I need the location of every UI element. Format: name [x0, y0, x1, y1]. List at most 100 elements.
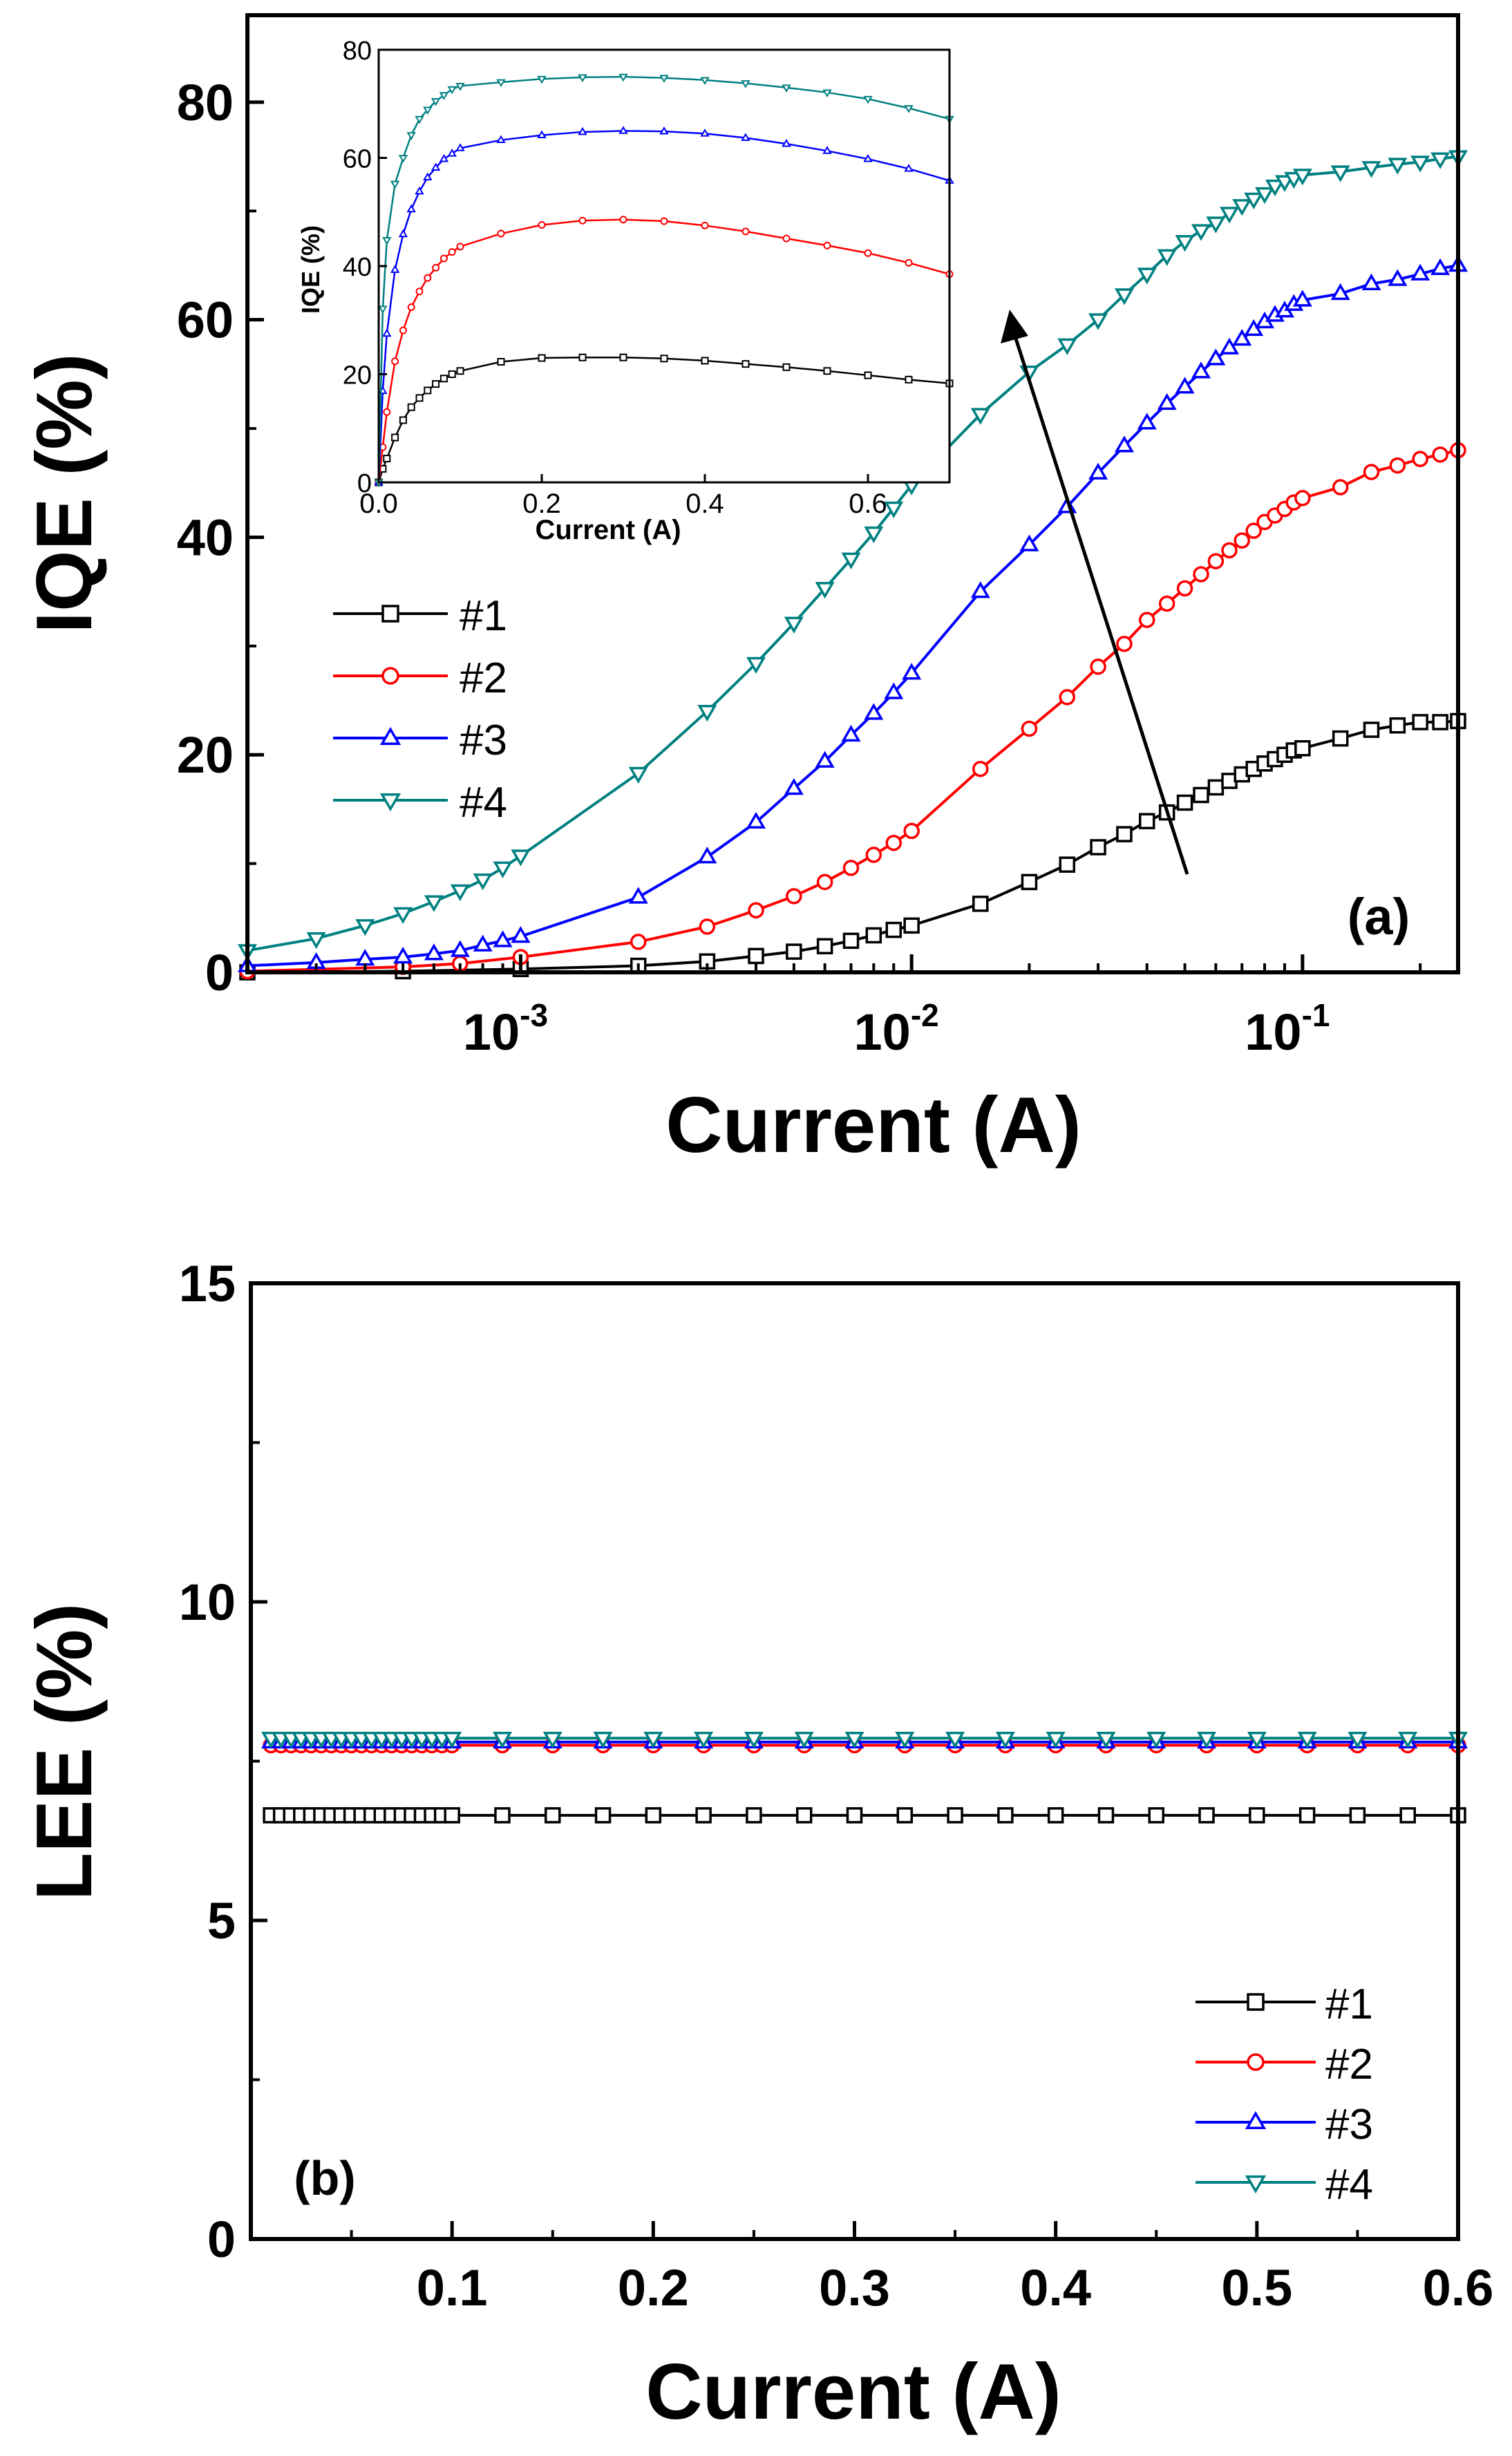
panel-a-series-3-point	[1137, 413, 1157, 430]
panel-a-series-3-point	[493, 930, 513, 947]
panel-b-series-4-point	[1046, 1732, 1066, 1749]
inset-series-2-point	[448, 248, 456, 256]
inset-x-tick-label: 0.4	[686, 489, 724, 519]
inset-y-axis-title: IQE (%)	[296, 225, 325, 314]
panel-a-series-4-point	[1330, 165, 1350, 182]
panel-a-series-4-point	[1114, 288, 1134, 305]
panel-b-series-1-point	[645, 1807, 662, 1824]
panel-b-x-tick-label: 0.4	[1020, 2259, 1091, 2316]
panel-a-series-4-point	[628, 766, 648, 784]
panel-a-x-ticks: 10-3 10-2 10-1	[246, 954, 1422, 1061]
panel-b-x-axis-title: Current (A)	[645, 2348, 1061, 2436]
panel-a-x-tick-label: 10-3	[463, 997, 548, 1061]
inset-series-3-point	[390, 265, 400, 273]
inset-series-1-point	[432, 380, 440, 388]
legend-label: #2	[1325, 2041, 1373, 2088]
inset-series-1-point	[391, 433, 399, 442]
panel-a-series-4-point	[473, 873, 493, 891]
panel-b-series-4-point	[1348, 1732, 1368, 1749]
panel-a-series-2-point	[972, 760, 989, 777]
inset-series-2-point	[619, 216, 627, 224]
panel-b-series-1-point	[846, 1807, 863, 1824]
inset-series-1-point	[440, 375, 448, 383]
panel-a-series-2-point	[865, 847, 882, 863]
panel-b-series-4-point	[492, 1732, 512, 1749]
tick-exponent: -3	[520, 997, 548, 1033]
inset-chart: 0 20 40 60 80 0.0 0.2 0.4 0.6 Current (A) IQE (…	[296, 37, 954, 545]
inset-series-2-point	[424, 274, 432, 282]
panel-a-series-1-point	[1207, 779, 1225, 796]
panel-a-series-3-point	[784, 778, 804, 795]
inset-series-1-point	[578, 353, 587, 361]
panel-a-series-4-point	[1232, 199, 1252, 216]
inset-y-tick-label: 0	[357, 469, 372, 498]
panel-a-series-2-point	[1332, 479, 1349, 495]
panel-a-series-3-point	[1019, 534, 1039, 551]
legend-marker	[381, 667, 399, 685]
legend-marker	[1247, 1993, 1265, 2011]
inset-series-3-point	[741, 133, 750, 141]
inset-series-3-point	[537, 130, 547, 139]
panel-a-series-3-point	[393, 946, 413, 964]
panel-a-series-3-point	[1088, 462, 1108, 480]
panel-a-y-axis-title: IQE (%)	[21, 353, 108, 633]
panel-a-series-1-point	[786, 943, 802, 960]
panel-a-series-4-point	[1175, 235, 1195, 252]
panel-b-series-1-point	[1249, 1807, 1265, 1824]
inset-series-2-point	[456, 243, 464, 251]
panel-b-series-4-point	[442, 1732, 462, 1749]
panel-a-series-4-point	[1137, 267, 1157, 285]
panel-a-plot-frame	[245, 13, 1460, 974]
inset-series-1-point	[399, 416, 407, 424]
inset-series-3-point	[700, 129, 710, 137]
inset-series-1-point	[823, 367, 831, 375]
inset-series-4-point	[659, 75, 669, 83]
panel-b-series-1-point	[494, 1807, 511, 1824]
panel-a-y-ticks: 0 20 40 60 80	[177, 74, 264, 1001]
inset-series-3-point	[455, 143, 465, 151]
panel-a-series-2-point	[842, 860, 860, 876]
tick-base: 10	[854, 1003, 911, 1061]
panel-a-series-4-point	[1157, 249, 1177, 266]
panel-b-series-4-point	[895, 1732, 915, 1749]
panel-a-series-3	[237, 254, 1468, 972]
panel-b-series-4-point	[1297, 1732, 1317, 1749]
inset-series-1-point	[424, 386, 432, 395]
panel-a-series-2-point	[1245, 522, 1262, 539]
panel-b-label: (b)	[294, 2151, 355, 2205]
panel-a-series-2-point	[1158, 595, 1175, 612]
panel-a-series-4-point	[1206, 216, 1226, 234]
inset-series-1-point	[741, 360, 750, 368]
panel-a-series-4-point	[1220, 207, 1240, 224]
inset-y-tick-label: 40	[343, 253, 372, 282]
panel-a-series-4-point	[1361, 161, 1381, 178]
panel-a-series-4-point	[697, 705, 717, 722]
panel-b-series-4-point	[995, 1732, 1015, 1749]
legend-marker	[379, 793, 401, 812]
panel-a-series-2-point	[1432, 446, 1448, 463]
legend-label: #1	[1325, 1981, 1373, 2028]
panel-b-y-tick-label: 15	[179, 1255, 236, 1312]
inset-series-2-point	[578, 216, 587, 225]
tick-exponent: -2	[911, 997, 939, 1033]
panel-b-series-1-point	[746, 1807, 762, 1824]
panel-b-series-1-point	[1148, 1807, 1164, 1824]
inset-series-1-point	[538, 354, 546, 362]
panel-a-series-1-point	[1021, 873, 1038, 891]
panel-a-series-3-point	[864, 703, 884, 720]
panel-a-series-1-point	[1412, 714, 1428, 730]
panel-b-x-ticks: 0.1 0.2 0.3 0.4 0.5 0.6	[350, 2221, 1493, 2316]
legend-label: #3	[460, 717, 507, 764]
panel-a-x-tick-label: 10-1	[1245, 997, 1330, 1061]
panel-a-series-1-point	[816, 938, 833, 954]
panel-b-series-4-point	[1247, 1732, 1267, 1749]
panel-b-series-4-point	[1398, 1732, 1418, 1749]
panel-a-series-3-point	[841, 724, 861, 742]
legend-marker	[1247, 2053, 1265, 2071]
panel-a-series-2-point	[903, 822, 920, 840]
panel-a-series-3-point	[815, 750, 835, 768]
inset-series-4-point	[378, 305, 388, 314]
panel-a-series-4-point	[355, 919, 375, 936]
panel-a-series-2-point	[1090, 658, 1106, 675]
panel-a-series-3-point	[1388, 269, 1408, 286]
